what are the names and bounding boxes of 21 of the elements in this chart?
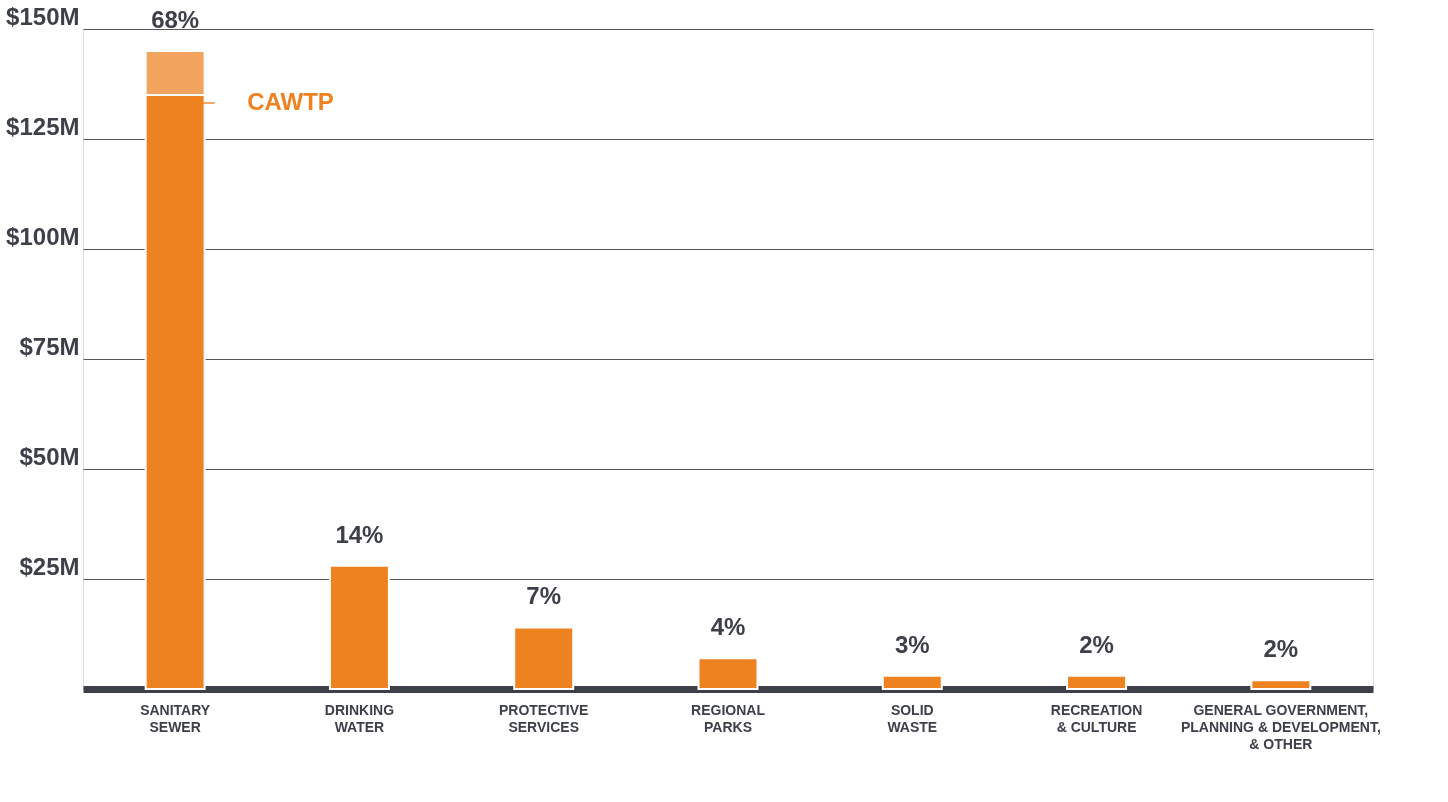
annotation: 4% xyxy=(710,613,746,641)
legend-label: CAWTP xyxy=(247,88,334,115)
y-tick-label: $150M xyxy=(6,2,80,30)
y-tick-label: $125M xyxy=(6,112,80,140)
annotation: 2% xyxy=(1263,635,1299,663)
annotation: 14% xyxy=(335,520,384,548)
x-tick-label: RECREATION & CULTURE xyxy=(1050,701,1143,735)
annotation: 68% xyxy=(151,6,200,33)
x-tick-label: SANITARY SEWER xyxy=(140,701,211,735)
y-tick-label: $50M xyxy=(19,442,80,470)
x-tick-label: PROTECTIVE SERVICES xyxy=(498,701,589,735)
x-tick-label: REGIONAL PARKS xyxy=(691,701,766,735)
x-tick-label: DRINKING WATER xyxy=(324,701,395,735)
annotation: 2% xyxy=(1079,630,1114,658)
y-tick-label: $75M xyxy=(19,332,80,360)
x-tick-label: SOLID WASTE xyxy=(887,701,938,735)
annotation: 3% xyxy=(894,630,930,658)
y-tick-label: $100M xyxy=(6,222,80,250)
x-tick-label: GENERAL GOVERNMENT, PLANNING & DEVELOPMENT, & OTHER xyxy=(1180,701,1381,752)
annotation: 7% xyxy=(526,582,562,610)
y-tick-label: $25M xyxy=(19,552,80,580)
